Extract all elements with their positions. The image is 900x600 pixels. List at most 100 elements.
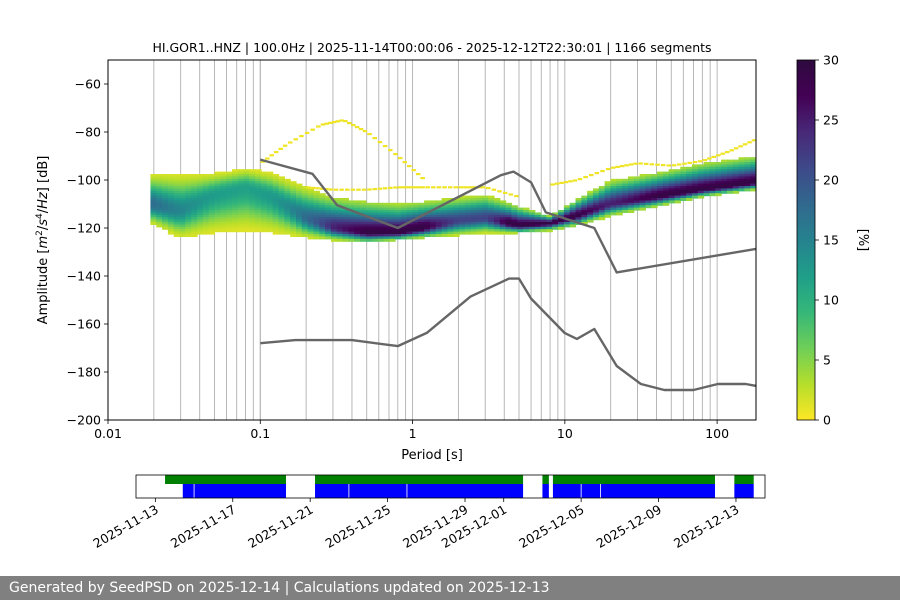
psd-cell [394, 219, 402, 223]
psd-cell [470, 224, 478, 228]
psd-cell [389, 236, 396, 240]
psd-cell [639, 176, 646, 180]
psd-cell [179, 219, 186, 223]
psd-cell [162, 214, 169, 218]
psd-cell [633, 207, 641, 211]
psd-cell [435, 226, 443, 230]
psd-cell [558, 210, 565, 213]
psd-cell [726, 169, 734, 173]
psd-cell [429, 217, 437, 221]
psd-cell [680, 193, 687, 197]
psd-cell [336, 236, 344, 240]
psd-outlier-cell [610, 166, 616, 169]
psd-outlier-cell [388, 186, 393, 189]
psd-outlier-cell [264, 157, 270, 160]
psd-cell [214, 178, 221, 182]
psd-cell [394, 222, 402, 225]
psd-cell [255, 202, 262, 206]
psd-cell [284, 212, 291, 216]
psd-cell [534, 214, 542, 218]
psd-cell [220, 212, 227, 216]
psd-cell [412, 212, 419, 216]
psd-cell [389, 210, 396, 213]
psd-cell [394, 210, 402, 213]
psd-cell [266, 190, 274, 194]
psd-cell [441, 234, 449, 237]
psd-cell [371, 222, 379, 225]
psd-cell [272, 205, 280, 209]
psd-cell [377, 226, 384, 230]
psd-cell [173, 195, 181, 199]
psd-cell [558, 224, 565, 228]
psd-cell [243, 183, 251, 187]
psd-cell [581, 198, 588, 201]
psd-cell [668, 183, 676, 187]
psd-cell [406, 236, 414, 240]
psd-cell [377, 238, 384, 242]
psd-cell [441, 200, 449, 204]
psd-cell [429, 224, 437, 228]
psd-cell [418, 229, 425, 233]
psd-cell [220, 186, 227, 189]
psd-cell [179, 224, 186, 228]
psd-cell [261, 195, 268, 199]
psd-cell [185, 202, 192, 206]
psd-cell [627, 183, 635, 187]
psd-cell [179, 176, 186, 180]
psd-cell [208, 212, 216, 216]
psd-cell [290, 183, 297, 187]
psd-cell [156, 222, 163, 225]
psd-cell [657, 193, 664, 197]
psd-cell [173, 217, 181, 221]
psd-cell [424, 214, 431, 218]
psd-cell [325, 205, 332, 209]
psd-cell [330, 210, 338, 213]
psd-cell [226, 202, 233, 206]
psd-cell [470, 212, 478, 216]
psd-cell [348, 226, 355, 230]
psd-cell [616, 190, 623, 194]
psd-cell [208, 178, 216, 182]
psd-outlier-cell [738, 145, 743, 148]
psd-outlier-cell [333, 188, 339, 191]
psd-cell [377, 229, 384, 233]
psd-cell [587, 202, 594, 206]
psd-cell [476, 207, 483, 211]
psd-cell [354, 219, 361, 223]
psd-cell [226, 212, 233, 216]
psd-cell [686, 174, 693, 177]
psd-cell [156, 217, 163, 221]
psd-cell [389, 234, 396, 237]
psd-cell [191, 178, 198, 182]
psd-cell [738, 176, 745, 180]
psd-cell [616, 193, 623, 197]
psd-cell [243, 181, 251, 185]
psd-cell [255, 178, 262, 182]
psd-cell [447, 229, 454, 233]
psd-outlier-cell [453, 186, 459, 189]
psd-cell [214, 226, 221, 230]
psd-cell [220, 210, 227, 213]
psd-cell [354, 207, 361, 211]
psd-outlier-cell [339, 188, 344, 191]
psd-cell [173, 178, 181, 182]
psd-cell [371, 214, 379, 218]
psd-cell [610, 190, 617, 194]
psd-cell [697, 186, 705, 189]
psd-cell [214, 217, 221, 221]
psd-outlier-cell [491, 188, 497, 191]
psd-cell [377, 212, 384, 216]
psd-cell [255, 219, 262, 223]
colorbar-tick-label: 30 [823, 53, 839, 68]
psd-cell [470, 217, 478, 221]
psd-cell [255, 217, 262, 221]
psd-cell [365, 217, 373, 221]
psd-cell [488, 207, 495, 211]
psd-cell [459, 222, 466, 225]
psd-cell [197, 210, 204, 213]
psd-cell [249, 183, 256, 187]
psd-cell [162, 226, 169, 230]
psd-cell [156, 198, 163, 201]
psd-outlier-cell [331, 121, 337, 124]
psd-cell [191, 205, 198, 209]
